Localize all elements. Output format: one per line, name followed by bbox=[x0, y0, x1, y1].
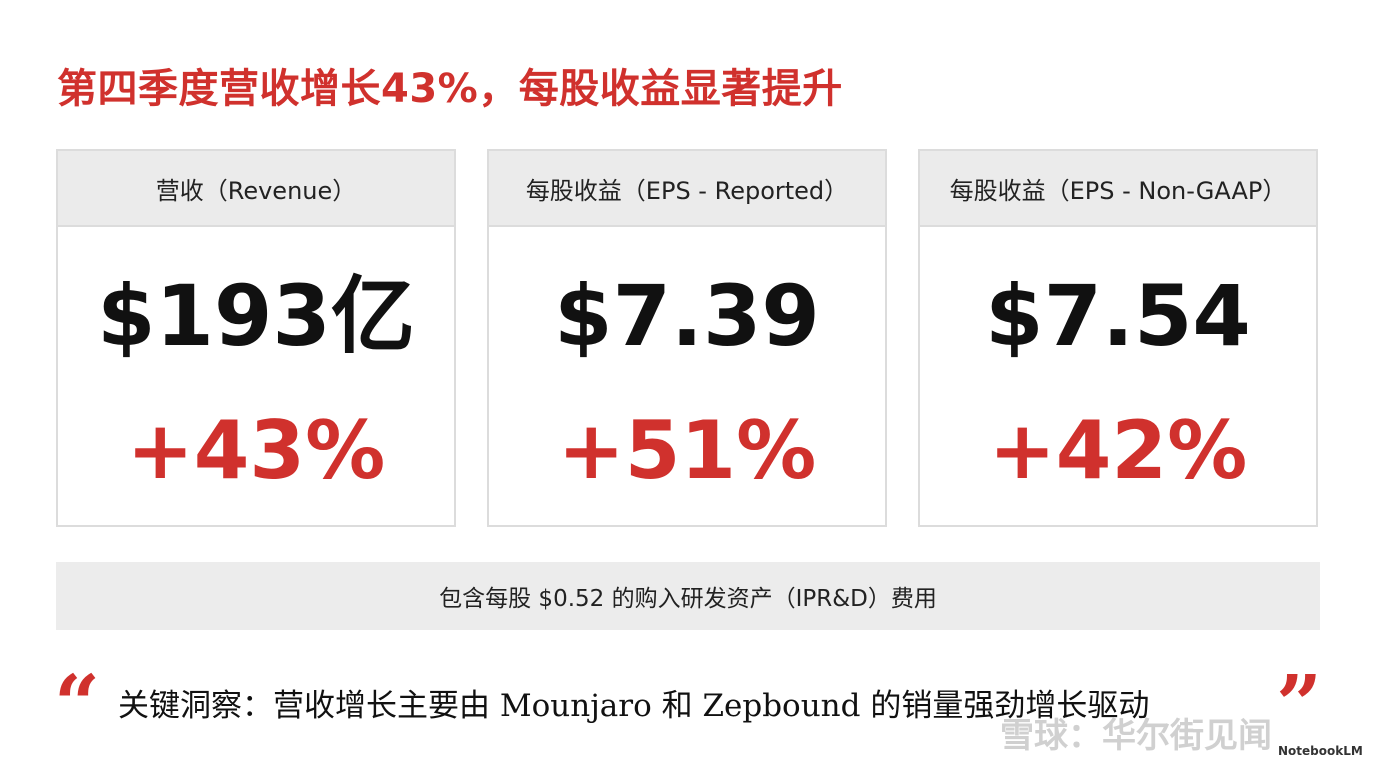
card-label: 每股收益（EPS - Reported） bbox=[489, 151, 885, 227]
watermark: 雪球：华尔街见闻 bbox=[1000, 716, 1272, 756]
card-value: $7.39 bbox=[554, 267, 820, 365]
card-change: +43% bbox=[126, 404, 386, 497]
card: 每股收益（EPS - Non-GAAP） $7.54 +42% bbox=[918, 149, 1318, 527]
title: 第四季度营收增长43%，每股收益显著提升 bbox=[57, 66, 843, 112]
card-change: +42% bbox=[988, 404, 1248, 497]
note: 包含每股 $0.52 的购入研发资产（IPR&D）费用 bbox=[56, 562, 1320, 630]
card-label: 营收（Revenue） bbox=[58, 151, 454, 227]
card-value: $193亿 bbox=[97, 267, 415, 365]
card-change: +51% bbox=[557, 404, 817, 497]
card: 营收（Revenue） $193亿 +43% bbox=[56, 149, 456, 527]
card: 每股收益（EPS - Reported） $7.39 +51% bbox=[487, 149, 887, 527]
quote-close: ” bbox=[1276, 657, 1323, 751]
quote-text: 关键洞察：营收增长主要由 Mounjaro 和 Zepbound 的销量强劲增长… bbox=[118, 688, 1150, 724]
footer-brand: NotebookLM bbox=[1278, 744, 1363, 758]
card-label: 每股收益（EPS - Non-GAAP） bbox=[920, 151, 1316, 227]
card-value: $7.54 bbox=[985, 267, 1251, 365]
quote-open: “ bbox=[54, 657, 101, 751]
